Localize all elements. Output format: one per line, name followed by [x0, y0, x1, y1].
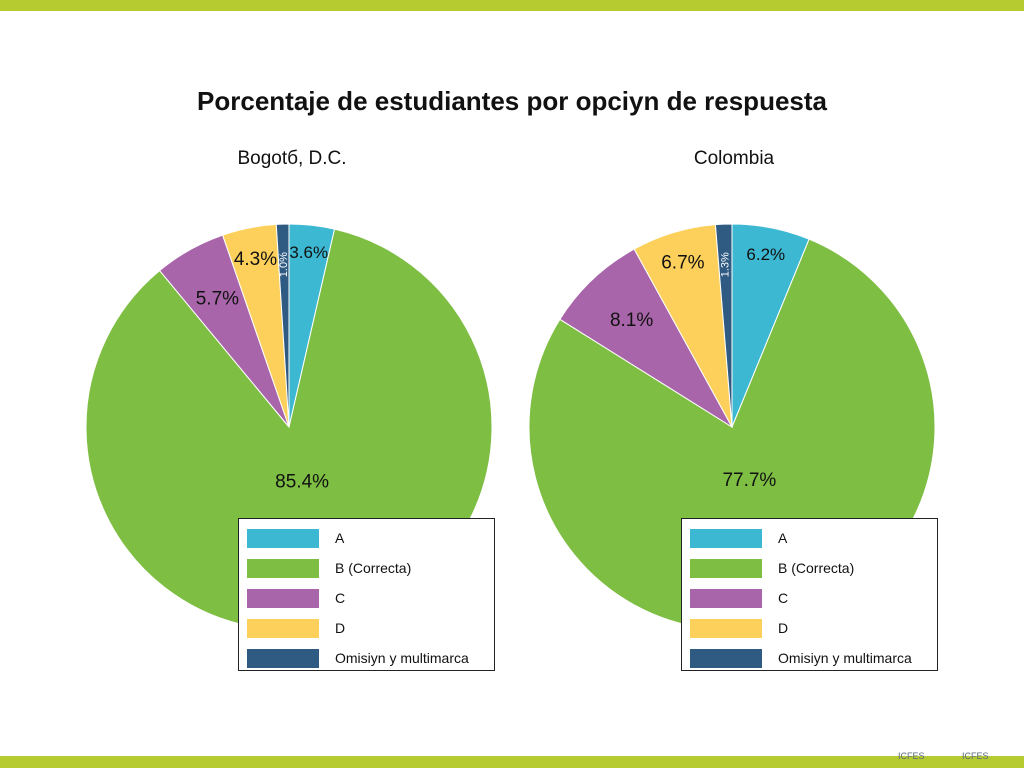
slice-label-a: 6.2% — [746, 245, 785, 264]
chart-main-title: Porcentaje de estudiantes por opciyn de … — [197, 86, 827, 116]
legend-label-omission: Omisiyn y multimarca — [335, 650, 469, 666]
slice-label-omission: 1.3% — [719, 252, 731, 277]
slice-label-b: 77.7% — [722, 470, 776, 491]
legend-label-b: B (Correcta) — [778, 560, 855, 576]
legend-swatch-omission — [690, 649, 762, 668]
slice-label-omission: 1.0% — [278, 252, 290, 277]
top-accent-band — [0, 0, 1024, 11]
footer-logo-mark: ICFES — [962, 751, 989, 761]
legend-swatch-d — [690, 619, 762, 638]
legend-label-d: D — [778, 620, 789, 636]
legend-swatch-b — [247, 559, 319, 578]
legend-swatch-omission — [247, 649, 319, 668]
pie-title-colombia: Colombia — [693, 148, 775, 169]
legend-swatch-a — [690, 529, 762, 548]
slice-label-d: 4.3% — [234, 249, 277, 270]
slice-label-d: 6.7% — [661, 253, 704, 274]
legend-label-a: A — [778, 530, 788, 546]
slice-omission — [714, 223, 733, 428]
slice-label-b: 85.4% — [275, 471, 329, 492]
legend-bogota: A B (Correcta) C D Omisiyn y multimarca — [238, 518, 495, 671]
legend-swatch-a — [247, 529, 319, 548]
legend-swatch-d — [247, 619, 319, 638]
pie-title-bogota: Bogotб, D.C. — [237, 148, 347, 169]
legend-label-b: B (Correcta) — [335, 560, 412, 576]
legend-colombia: A B (Correcta) C D Omisiyn y multimarca — [681, 518, 938, 671]
slice-label-a: 3.6% — [289, 243, 328, 262]
legend-swatch-c — [690, 589, 762, 608]
slice-c — [559, 248, 734, 429]
legend-swatch-b — [690, 559, 762, 578]
footer-logo-mark: ICFES — [898, 751, 925, 761]
bottom-accent-band — [0, 756, 1024, 768]
legend-label-c: C — [335, 590, 346, 606]
legend-swatch-c — [247, 589, 319, 608]
legend-label-omission: Omisiyn y multimarca — [778, 650, 912, 666]
slice-label-c: 8.1% — [610, 310, 653, 331]
legend-label-d: D — [335, 620, 346, 636]
legend-label-c: C — [778, 590, 789, 606]
legend-label-a: A — [335, 530, 345, 546]
slice-omission — [275, 223, 290, 428]
slice-label-c: 5.7% — [196, 289, 239, 310]
